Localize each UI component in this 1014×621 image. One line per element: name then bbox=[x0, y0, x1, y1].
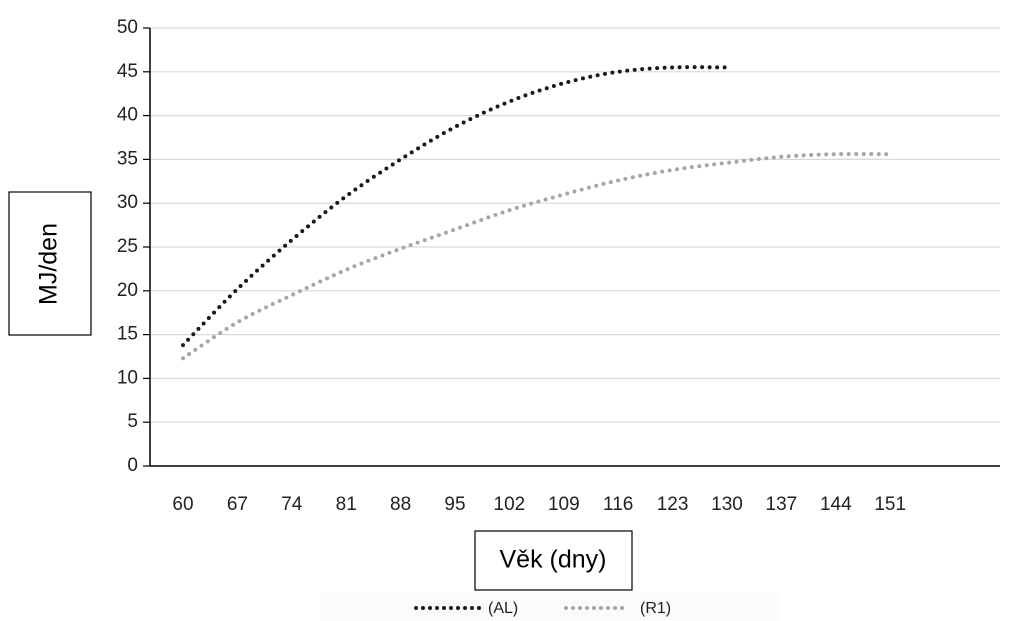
x-axis-ticks: 60 67 74 81 88 95 102 109 116 123 130 137 144 151 bbox=[172, 494, 906, 515]
x-tick-label-10: 130 bbox=[711, 494, 743, 515]
y-tick-label-5: 25 bbox=[117, 236, 138, 257]
x-tick-label-1: 67 bbox=[227, 494, 248, 515]
y-tick-label-9: 45 bbox=[117, 61, 138, 82]
x-tick-label-3: 81 bbox=[336, 494, 357, 515]
x-axis-title-box bbox=[474, 530, 633, 591]
y-tick-label-2: 10 bbox=[117, 367, 138, 388]
gridlines bbox=[150, 27, 1000, 423]
x-tick-label-0: 60 bbox=[172, 494, 193, 515]
x-tick-label-5: 95 bbox=[444, 494, 465, 515]
x-tick-label-9: 123 bbox=[657, 494, 689, 515]
x-tick-label-11: 137 bbox=[766, 494, 798, 515]
x-tick-label-13: 151 bbox=[874, 494, 906, 515]
legend-background bbox=[320, 592, 780, 621]
y-axis-title: MJ/den bbox=[35, 223, 63, 305]
y-tick-label-1: 5 bbox=[127, 411, 138, 432]
series-line-0 bbox=[181, 65, 729, 348]
x-tick-label-7: 109 bbox=[548, 494, 580, 515]
legend-label-1: (R1) bbox=[640, 600, 671, 617]
x-axis-title: Věk (dny) bbox=[500, 546, 607, 574]
x-tick-label-4: 88 bbox=[390, 494, 411, 515]
x-tick-label-2: 74 bbox=[281, 494, 303, 515]
y-tick-label-6: 30 bbox=[117, 192, 138, 213]
y-tick-label-8: 40 bbox=[117, 105, 138, 126]
x-tick-label-8: 116 bbox=[603, 494, 633, 515]
x-tick-label-6: 102 bbox=[494, 494, 526, 515]
legend: (AL) (R1) bbox=[320, 592, 780, 621]
y-tick-label-10: 50 bbox=[117, 17, 138, 38]
y-tick-label-4: 20 bbox=[117, 280, 138, 301]
legend-label-0: (AL) bbox=[488, 600, 518, 617]
y-tick-label-7: 35 bbox=[117, 148, 138, 169]
x-tick-label-12: 144 bbox=[820, 494, 852, 515]
y-tick-label-0: 0 bbox=[127, 455, 138, 476]
series-layer bbox=[181, 65, 893, 361]
y-axis-ticks: 0 5 10 15 20 25 30 35 40 45 50 bbox=[117, 17, 150, 476]
y-axis-title-box bbox=[8, 191, 92, 336]
y-tick-label-3: 15 bbox=[117, 324, 138, 345]
series-line-1 bbox=[181, 151, 893, 361]
